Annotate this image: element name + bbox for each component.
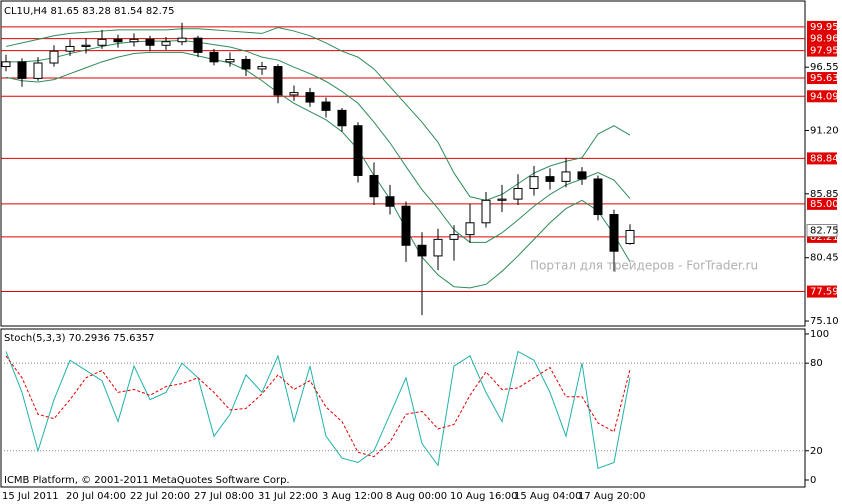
y-tick-label: 75.10 [810,316,839,327]
x-tick-label: 15 Aug 04:00 [514,491,581,502]
candle-body [545,176,555,182]
candle-body [401,205,411,246]
candle-body [113,38,123,43]
x-tick-label: 17 Aug 20:00 [578,491,645,502]
level-tag [807,44,837,57]
candle-body [529,176,539,189]
candle-body [593,178,603,216]
level-tag [807,285,837,298]
y-tick-label: 0 [810,475,816,486]
y-tick-label: 91.20 [810,125,839,136]
candle-body [513,187,523,200]
candle-body [17,61,27,79]
bollinger-band [5,51,631,289]
level-label: 94.09 [810,91,839,102]
level-label: 88.84 [810,153,839,164]
y-tick-label: 85.85 [810,189,839,200]
candle-body [289,92,299,96]
candle-body [353,125,363,176]
level-label: 98.96 [810,34,839,45]
level-tag [807,32,837,45]
level-tag [807,197,837,210]
x-tick-label: 20 Jul 04:00 [66,491,126,502]
candle-body [177,37,187,43]
x-tick-label: 10 Aug 16:00 [450,491,517,502]
candle-body [81,44,91,47]
candle-body [97,38,107,46]
x-tick-label: 27 Jul 08:00 [194,491,254,502]
candle-body [449,234,459,240]
candle-body [209,51,219,63]
candle-body [417,244,427,257]
candle-body [609,214,619,252]
candle-body [481,199,491,224]
level-tag [807,90,837,103]
level-label: 99.95 [810,22,839,33]
candle-body [145,38,155,46]
candle-body [337,109,347,127]
x-tick-label: 31 Jul 22:00 [258,491,318,502]
indicator-title: Stoch(5,3,3) 70.2936 75.6357 [4,333,155,344]
candle-body [465,222,475,236]
candle-body [257,66,267,70]
candle-body [385,196,395,207]
level-label: 97.95 [810,46,839,57]
chart-title: CL1U,H4 81.65 83.28 81.54 82.75 [4,6,175,17]
candle-body [321,101,331,111]
price-pane [0,0,806,327]
candle-body [305,92,315,103]
candle-body [625,229,635,245]
y-tick-label: 20 [810,446,823,457]
level-label: 77.59 [810,287,839,298]
candle-body [433,238,443,257]
last-price-tag [806,223,838,237]
candle-body [193,37,203,53]
footer: ICMB Platform, © 2001-2011 MetaQuotes So… [4,475,290,486]
candle-body [1,61,11,68]
y-tick-label: 80 [810,358,823,369]
x-tick-label: 8 Aug 00:00 [386,491,447,502]
y-tick-label: 80.45 [810,253,839,264]
candle-body [577,171,587,180]
y-tick-label: 100 [810,329,829,340]
level-tag [807,72,837,85]
level-tag [807,152,837,165]
candle-body [161,41,171,46]
marks: 15 Jul 2011 20 Jul 04:00 22 Jul 20:00 27 Ju… [1,20,839,502]
level-label: 82.21 [810,232,839,243]
y-tick-label: 96.55 [810,62,839,73]
bollinger-band [5,26,631,201]
stoch-line [5,350,631,469]
watermark: Портал для трейдеров - ForTrader.ru [530,259,758,273]
bollinger-band [6,40,631,243]
candle-body [129,38,139,43]
candle-body [225,58,235,63]
stoch-line [5,355,631,458]
candle-body [561,171,571,182]
level-label: 85.00 [810,199,839,210]
candle-body [241,58,251,70]
x-tick-label: 3 Aug 12:00 [322,491,383,502]
candle-body [273,66,283,96]
x-tick-label: 22 Jul 20:00 [130,491,190,502]
level-label: 95.63 [810,73,839,84]
last-price-label: 82.75 [810,225,839,236]
candle-body [49,50,59,64]
level-tag [807,20,837,33]
candle-body [369,174,379,198]
stoch-pane [0,328,806,488]
candle-body [65,45,75,52]
candle-body [33,62,43,79]
candle-body [497,198,507,201]
x-tick-label: 15 Jul 2011 [2,491,59,502]
